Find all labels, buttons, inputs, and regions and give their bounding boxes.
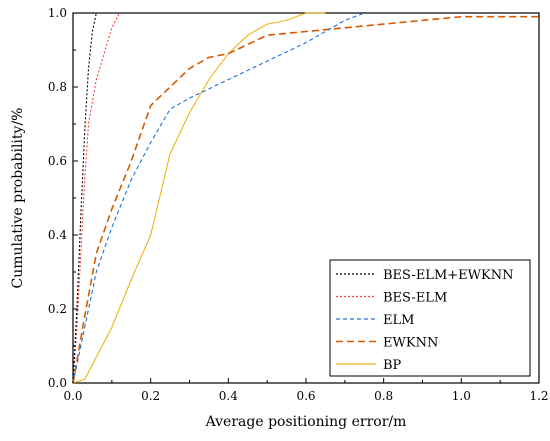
y-tick-label: 0.0 — [48, 376, 67, 390]
series-line-elm — [72, 12, 365, 384]
series-line-bes-elm — [72, 12, 121, 384]
series-line-bes-elm-ewknn — [72, 12, 101, 384]
legend-box — [329, 259, 531, 377]
series-lines — [72, 12, 539, 384]
x-tick-label: 0.4 — [219, 389, 238, 403]
x-tick-label: 1.0 — [452, 389, 471, 403]
legend-label: BP — [383, 358, 402, 373]
x-axis-ticks: 0.0 0.2 0.4 0.6 0.8 1.0 1.2 — [63, 378, 549, 403]
y-axis-ticks: 0.0 0.2 0.4 0.6 0.8 1.0 — [48, 6, 78, 390]
legend: BES-ELM+EWKNN BES-ELM ELM EWKNN BP — [329, 259, 531, 377]
legend-label: EWKNN — [383, 336, 438, 351]
x-tick-label: 0.2 — [141, 389, 160, 403]
x-tick-label: 0.6 — [296, 389, 315, 403]
y-axis-label: Cumulative probability/% — [10, 108, 26, 289]
legend-label: ELM — [383, 313, 414, 328]
y-tick-label: 0.2 — [48, 302, 67, 316]
series-line-ewknn — [72, 15, 539, 384]
series-line-bp — [72, 12, 326, 384]
y-tick-label: 0.8 — [48, 80, 67, 94]
x-tick-label: 1.2 — [529, 389, 548, 403]
legend-label: BES-ELM — [383, 291, 447, 306]
legend-label: BES-ELM+EWKNN — [383, 268, 513, 283]
y-tick-label: 1.0 — [48, 6, 67, 20]
y-tick-label: 0.4 — [48, 228, 67, 242]
x-tick-label: 0.8 — [374, 389, 393, 403]
x-tick-label: 0.0 — [63, 389, 82, 403]
y-tick-label: 0.6 — [48, 154, 67, 168]
x-axis-label: Average positioning error/m — [205, 414, 407, 430]
